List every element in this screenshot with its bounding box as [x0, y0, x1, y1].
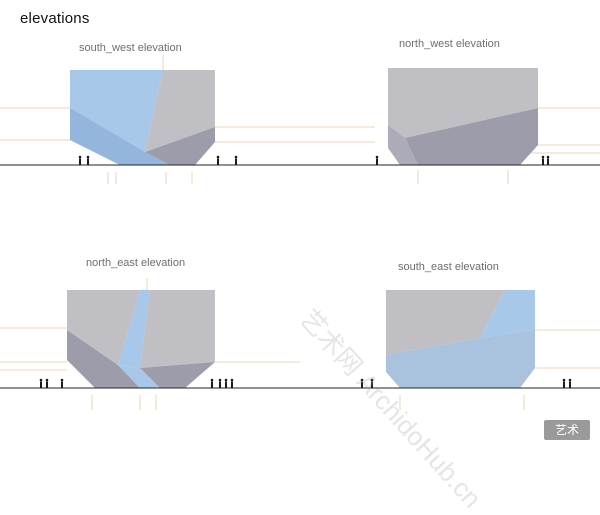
- glass-upper: [480, 290, 535, 338]
- person-figure: [216, 155, 220, 165]
- person-figure: [45, 378, 49, 388]
- glass-strip: [118, 290, 150, 368]
- guide-lines: [0, 278, 300, 410]
- north-west-elevation: [375, 68, 600, 184]
- south-west-elevation-label: south_west elevation: [79, 42, 182, 54]
- south-east-elevation-label: south_east elevation: [398, 261, 499, 273]
- glass-base: [118, 365, 160, 388]
- wall-dark: [145, 127, 215, 165]
- person-figure: [210, 378, 214, 388]
- person-figure: [218, 378, 222, 388]
- wall-light-left: [67, 290, 140, 365]
- page-title: elevations: [20, 10, 90, 27]
- elevation-drawings: [0, 55, 600, 410]
- watermark-logo: 艺术: [544, 420, 590, 440]
- glass-shadow: [70, 108, 170, 165]
- person-figure: [230, 378, 234, 388]
- wall-dark-left: [67, 330, 140, 388]
- south-west-elevation: [0, 55, 375, 184]
- person-figure: [562, 378, 566, 388]
- person-figure: [234, 155, 238, 165]
- wall-light: [386, 290, 505, 355]
- wall-light: [145, 70, 215, 152]
- person-figure: [78, 155, 82, 165]
- glass-lower: [386, 330, 535, 388]
- person-figure: [370, 378, 374, 388]
- person-figure: [39, 378, 43, 388]
- person-figure: [541, 155, 545, 165]
- person-figure: [546, 155, 550, 165]
- wall-light-right: [140, 290, 215, 368]
- north-west-elevation-label: north_west elevation: [399, 38, 500, 50]
- north-east-elevation: [0, 278, 300, 410]
- south-east-elevation: [300, 290, 600, 410]
- person-figure: [568, 378, 572, 388]
- person-figure: [86, 155, 90, 165]
- wall-dark-right: [140, 362, 215, 388]
- wall-dark: [405, 108, 538, 165]
- north-east-elevation-label: north_east elevation: [86, 257, 186, 269]
- guide-lines: [0, 55, 375, 184]
- person-figure: [375, 155, 379, 165]
- scale-figures: [39, 155, 572, 388]
- person-figure: [60, 378, 64, 388]
- guide-lines: [399, 329, 600, 410]
- guide-lines: [417, 107, 600, 184]
- wall-side: [388, 125, 418, 165]
- wall-light: [388, 68, 538, 138]
- person-figure: [360, 378, 364, 388]
- person-figure: [224, 378, 228, 388]
